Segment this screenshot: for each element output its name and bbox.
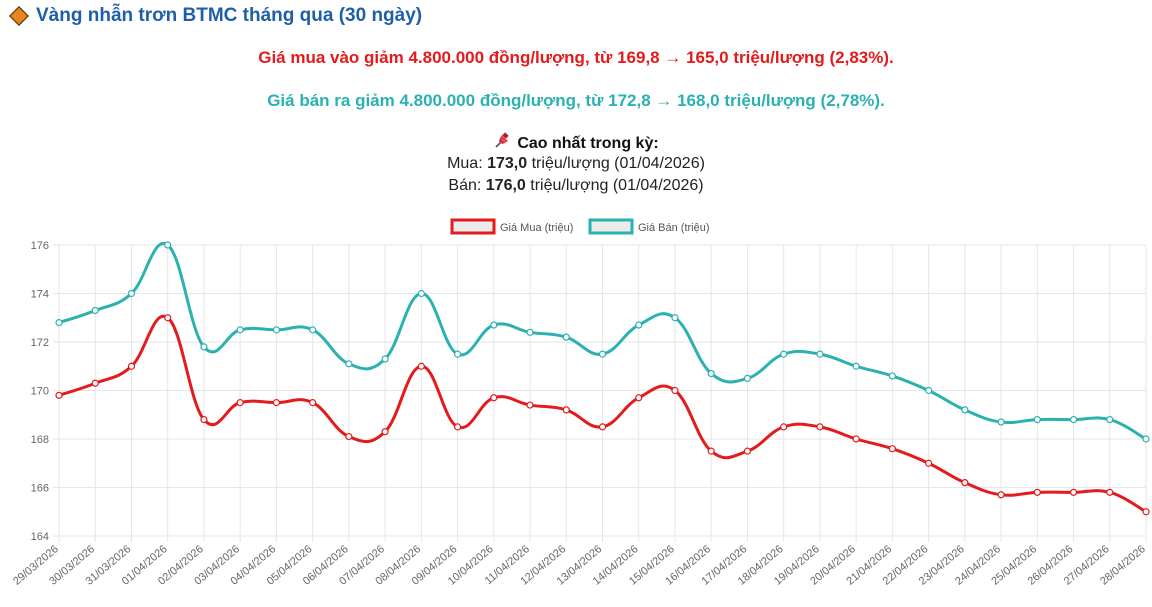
- sell-data-point: [635, 321, 643, 329]
- orange-diamond-icon: [9, 6, 29, 26]
- sell-legend-label: Giá Bán (triệu): [638, 222, 710, 234]
- sell-data-point: [888, 372, 896, 380]
- peak-buy-value: 173,0: [487, 155, 528, 172]
- buy-data-point: [562, 406, 570, 414]
- sell-data-point: [816, 350, 824, 358]
- y-tick-label: 176: [31, 240, 49, 252]
- buy-data-point: [164, 314, 172, 322]
- buy-data-point: [526, 401, 534, 409]
- buy-data-point: [852, 435, 860, 443]
- sell-data-point: [743, 374, 752, 382]
- sell-data-point: [490, 321, 498, 329]
- sell-data-point: [1069, 416, 1078, 424]
- page-title: Vàng nhẫn trơn BTMC tháng qua (30 ngày): [36, 5, 423, 26]
- buy-data-point: [888, 445, 896, 453]
- buy-data-point: [1106, 488, 1114, 496]
- peak-buy-line: Mua: 173,0 triệu/lượng (01/04/2026): [0, 155, 1152, 173]
- buy-data-point: [345, 432, 353, 441]
- y-tick-label: 164: [31, 531, 49, 543]
- peak-sell-rest: triệu/lượng (01/04/2026): [530, 177, 704, 194]
- sell-data-point: [924, 386, 933, 395]
- y-tick-label: 172: [31, 337, 49, 349]
- sell-data-point: [453, 350, 462, 358]
- buy-data-point: [671, 386, 679, 395]
- pushpin-icon: [493, 132, 511, 155]
- peak-sell-value: 176,0: [485, 177, 526, 194]
- buy-data-point: [453, 423, 462, 431]
- sell-data-point: [272, 326, 280, 334]
- buy-data-point: [997, 491, 1005, 499]
- sell-data-point: [55, 318, 63, 327]
- y-tick-label: 168: [31, 434, 49, 446]
- buy-data-point: [707, 447, 715, 455]
- sell-data-point: [381, 355, 389, 363]
- peak-title: Cao nhất trong kỳ:: [517, 135, 659, 152]
- sell-data-point: [1033, 416, 1041, 424]
- sell-data-point: [200, 343, 208, 351]
- y-tick-label: 174: [31, 289, 49, 301]
- sell-data-point: [526, 328, 534, 336]
- sell-data-point: [127, 289, 136, 298]
- sell-legend-swatch: [588, 218, 634, 235]
- sell-data-point: [164, 241, 172, 249]
- buy-data-point: [635, 394, 643, 402]
- sell-data-point: [236, 326, 244, 334]
- sell-data-point: [417, 289, 425, 298]
- buy-data-point: [490, 394, 498, 402]
- peak-buy-rest: triệu/lượng (01/04/2026): [531, 155, 705, 172]
- buy-data-point: [961, 479, 969, 487]
- buy-series-line: [58, 314, 1147, 514]
- sell-data-point: [1106, 416, 1114, 424]
- sell-data-point: [1142, 435, 1150, 443]
- buy-data-point: [55, 391, 63, 399]
- buy-data-point: [924, 459, 933, 467]
- sell-data-point: [562, 333, 570, 341]
- buy-legend-label: Giá Mua (triệu): [500, 222, 573, 234]
- buy-data-point: [1142, 508, 1150, 516]
- buy-data-point: [309, 399, 317, 407]
- sell-data-point: [707, 369, 715, 378]
- buy-data-point: [381, 428, 389, 436]
- buy-data-point: [236, 399, 244, 407]
- sell-data-point: [671, 314, 679, 322]
- y-tick-label: 170: [31, 386, 49, 398]
- buy-data-point: [91, 379, 99, 387]
- buy-data-point: [780, 423, 788, 431]
- sell-data-point: [997, 418, 1005, 426]
- buy-data-point: [816, 423, 824, 431]
- buy-legend-swatch: [450, 218, 496, 235]
- buy-summary: Giá mua vào giảm 4.800.000 đồng/lượng, t…: [258, 48, 894, 67]
- sell-series-line: [58, 241, 1147, 441]
- sell-data-point: [852, 362, 860, 370]
- sell-data-point: [598, 350, 607, 358]
- sell-summary: Giá bán ra giảm 4.800.000 đồng/lượng, từ…: [267, 91, 885, 110]
- chart-title-row: Vàng nhẫn trơn BTMC tháng qua (30 ngày): [8, 4, 422, 28]
- price-line-chart: 16416616817017217417629/03/202630/03/202…: [11, 218, 1150, 588]
- buy-data-point: [743, 447, 752, 455]
- peak-heading: Cao nhất trong kỳ:: [0, 132, 1152, 155]
- buy-data-point: [200, 416, 208, 424]
- buy-data-point: [417, 362, 425, 370]
- sell-data-point: [91, 306, 99, 315]
- buy-data-point: [598, 423, 607, 431]
- sell-data-point: [780, 350, 788, 358]
- peak-sell-label: Bán:: [448, 177, 482, 194]
- buy-data-point: [1069, 488, 1078, 496]
- y-tick-label: 166: [31, 483, 49, 495]
- sell-data-point: [961, 406, 969, 414]
- buy-data-point: [1033, 488, 1041, 496]
- peak-sell-line: Bán: 176,0 triệu/lượng (01/04/2026): [0, 177, 1152, 195]
- sell-data-point: [345, 360, 353, 368]
- sell-data-point: [309, 326, 317, 334]
- buy-data-point: [272, 399, 280, 407]
- buy-data-point: [127, 362, 136, 370]
- peak-buy-label: Mua:: [447, 155, 483, 172]
